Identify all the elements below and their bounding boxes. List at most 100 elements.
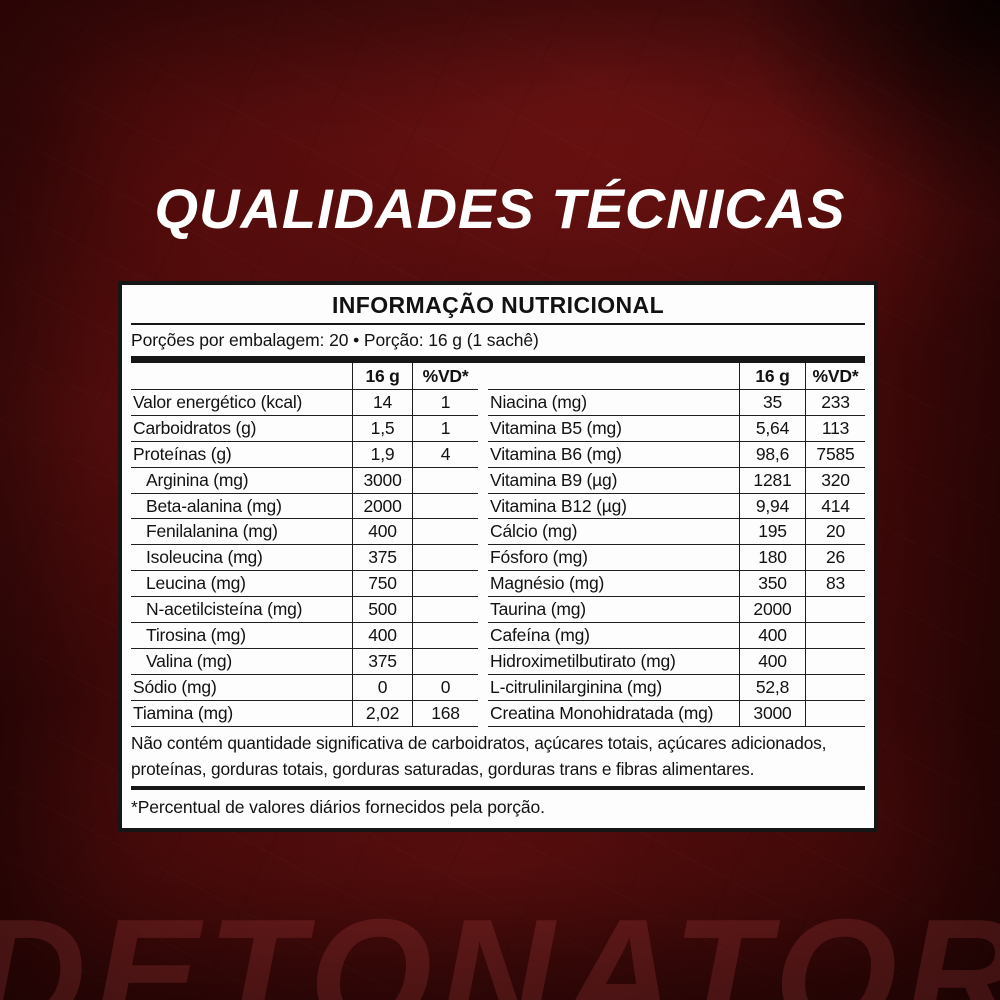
table-row: Tirosina (mg) 400 — [131, 623, 479, 649]
table-row: L-citrulinilarginina (mg) 52,8 — [488, 674, 865, 701]
row-label: Vitamina B9 (µg) — [490, 469, 618, 490]
table-body-left: Valor energético (kcal) 14 1 Carboidratos (… — [131, 390, 479, 727]
row-label: Niacina (mg) — [490, 391, 587, 412]
row-label: Beta-alanina (mg) — [146, 495, 282, 516]
table-row: Fenilalanina (mg) 400 — [131, 519, 479, 546]
row-dv — [805, 597, 865, 623]
table-header-row-left: 16 g %VD* — [131, 363, 479, 390]
row-dv — [412, 493, 478, 519]
row-dv — [412, 648, 478, 674]
row-dv — [805, 648, 865, 674]
row-label: Fósforo (mg) — [490, 547, 588, 568]
row-label: Tiamina (mg) — [133, 702, 234, 723]
table-row: Valor energético (kcal) 14 1 — [131, 390, 479, 416]
row-label: Vitamina B6 (mg) — [490, 443, 622, 464]
row-dv: 320 — [805, 467, 865, 493]
table-row: Vitamina B5 (mg) 5,64 113 — [488, 415, 865, 442]
table-header-row-right: 16 g %VD* — [488, 363, 865, 390]
nutrition-table-right: 16 g %VD* Niacina (mg) 35 233 Vitamina B5 (… — [488, 363, 865, 727]
table-row: Tiamina (mg) 2,02 168 — [131, 700, 479, 727]
no-significant-amounts-note: Não contém quantidade significativa de c… — [131, 732, 827, 779]
row-dv: 83 — [805, 571, 865, 597]
divider-thick-top — [131, 356, 865, 363]
row-dv — [412, 519, 478, 545]
row-amount: 350 — [739, 571, 805, 597]
row-amount: 9,94 — [739, 493, 805, 519]
table-body-right: Niacina (mg) 35 233 Vitamina B5 (mg) 5,64 113… — [488, 390, 865, 727]
row-label: Creatina Monohidratada (mg) — [490, 702, 714, 723]
row-dv — [412, 545, 478, 571]
row-amount: 3000 — [739, 700, 805, 726]
row-label: Hidroximetilbutirato (mg) — [490, 650, 676, 671]
row-dv: 233 — [805, 390, 865, 415]
table-row: Taurina (mg) 2000 — [488, 597, 865, 624]
divider-thick-bottom — [131, 785, 865, 790]
row-amount: 375 — [352, 648, 412, 674]
row-amount: 98,6 — [739, 441, 805, 467]
table-row: Cafeína (mg) 400 — [488, 623, 865, 649]
row-amount: 2000 — [352, 493, 412, 519]
row-dv: 168 — [412, 700, 478, 726]
row-dv: 26 — [805, 545, 865, 571]
row-amount: 1,5 — [352, 415, 412, 441]
row-label: Cafeína (mg) — [490, 624, 590, 645]
column-header-dv: %VD* — [805, 363, 865, 389]
row-label: N-acetilcisteína (mg) — [146, 599, 303, 620]
header-spacer — [488, 363, 739, 389]
row-amount: 750 — [352, 571, 412, 597]
row-dv: 20 — [805, 519, 865, 545]
nutrition-panel: INFORMAÇÃO NUTRICIONAL Porções por embal… — [118, 281, 878, 832]
row-amount: 195 — [739, 519, 805, 545]
row-amount: 2000 — [739, 597, 805, 623]
table-row: Niacina (mg) 35 233 — [488, 390, 865, 416]
table-row: Hidroximetilbutirato (mg) 400 — [488, 648, 865, 675]
row-label: Vitamina B5 (mg) — [490, 417, 622, 438]
table-row: Leucina (mg) 750 — [131, 571, 479, 598]
row-dv — [805, 623, 865, 648]
row-label: Carboidratos (g) — [133, 417, 257, 438]
column-header-dv: %VD* — [412, 363, 478, 389]
row-amount: 500 — [352, 597, 412, 623]
row-amount: 1,9 — [352, 441, 412, 467]
row-amount: 375 — [352, 545, 412, 571]
nutrition-tables: 16 g %VD* Valor energético (kcal) 14 1 Carb… — [131, 363, 865, 727]
row-amount: 180 — [739, 545, 805, 571]
row-label: L-citrulinilarginina (mg) — [490, 676, 663, 697]
row-dv: 4 — [412, 441, 478, 467]
table-row: Carboidratos (g) 1,5 1 — [131, 415, 479, 442]
row-dv: 7585 — [805, 441, 865, 467]
row-amount: 5,64 — [739, 415, 805, 441]
row-dv: 1 — [412, 390, 478, 415]
row-label: Valina (mg) — [146, 650, 232, 671]
row-amount: 2,02 — [352, 700, 412, 726]
table-row: Fósforo (mg) 180 26 — [488, 545, 865, 572]
row-dv — [412, 597, 478, 623]
row-dv: 113 — [805, 415, 865, 441]
row-label: Arginina (mg) — [146, 469, 249, 490]
table-row: Magnésio (mg) 350 83 — [488, 571, 865, 598]
row-label: Taurina (mg) — [490, 599, 586, 620]
row-dv — [412, 467, 478, 493]
row-label: Sódio (mg) — [133, 676, 217, 697]
row-label: Magnésio (mg) — [490, 573, 605, 594]
row-amount: 35 — [739, 390, 805, 415]
row-amount: 1281 — [739, 467, 805, 493]
row-label: Valor energético (kcal) — [133, 391, 303, 412]
row-dv — [412, 571, 478, 597]
row-dv: 0 — [412, 674, 478, 700]
table-row: Arginina (mg) 3000 — [131, 467, 479, 494]
page-title: QUALIDADES TÉCNICAS — [154, 177, 846, 240]
table-row: Valina (mg) 375 — [131, 648, 479, 675]
watermark-text: DETONATOR — [0, 887, 1000, 1000]
nutrition-table-left: 16 g %VD* Valor energético (kcal) 14 1 Carb… — [131, 363, 479, 727]
table-row: Proteínas (g) 1,9 4 — [131, 441, 479, 468]
row-dv: 414 — [805, 493, 865, 519]
column-header-amount: 16 g — [352, 363, 412, 389]
daily-values-footnote: *Percentual de valores diários fornecido… — [131, 796, 545, 817]
row-label: Proteínas (g) — [133, 443, 232, 464]
nutrition-table-header: INFORMAÇÃO NUTRICIONAL — [331, 292, 665, 318]
row-amount: 3000 — [352, 467, 412, 493]
table-row: Cálcio (mg) 195 20 — [488, 519, 865, 546]
row-amount: 400 — [739, 648, 805, 674]
